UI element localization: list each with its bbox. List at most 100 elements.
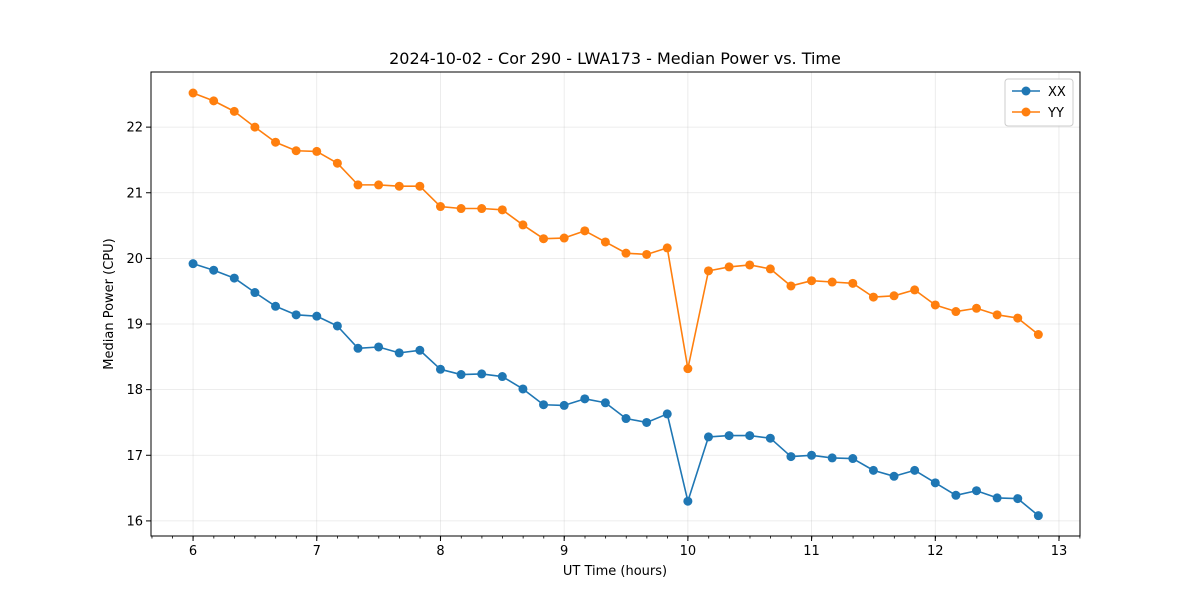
data-point-yy [332, 158, 342, 168]
data-point-xx [724, 431, 734, 441]
data-point-xx [992, 493, 1002, 503]
data-point-xx [374, 342, 384, 352]
data-point-yy [374, 180, 384, 190]
axis-ticks: 6 7 8 9 10 11 12 13 16 17 18 19 20 21 22 [126, 121, 1081, 559]
legend-label-xx: XX [1048, 85, 1066, 100]
data-point-yy [683, 364, 693, 374]
data-point-xx [332, 321, 342, 331]
data-point-xx [497, 372, 507, 382]
data-point-yy [992, 310, 1002, 320]
x-tick-label: 13 [1051, 544, 1068, 559]
data-point-xx [229, 273, 239, 283]
x-tick-label: 6 [189, 544, 197, 559]
data-point-yy [229, 106, 239, 116]
x-tick-label: 12 [927, 544, 944, 559]
data-point-yy [291, 146, 301, 156]
x-tick-label: 7 [313, 544, 321, 559]
data-point-xx [765, 433, 775, 443]
data-point-xx [745, 431, 755, 441]
data-point-yy [394, 181, 404, 191]
data-point-yy [353, 180, 363, 190]
data-point-xx [951, 490, 961, 500]
data-point-xx [477, 369, 487, 379]
data-point-xx [271, 301, 281, 311]
data-point-xx [209, 265, 219, 275]
x-tick-label: 10 [680, 544, 697, 559]
data-point-yy [951, 307, 961, 317]
data-point-yy [889, 291, 899, 301]
y-tick-label: 21 [126, 186, 143, 201]
data-point-yy [703, 266, 713, 276]
data-point-yy [724, 262, 734, 272]
data-point-yy [910, 285, 920, 295]
data-point-xx [786, 452, 796, 462]
series-layer [188, 88, 1043, 521]
data-point-yy [642, 249, 652, 259]
x-tick-label: 9 [560, 544, 568, 559]
data-point-xx [291, 310, 301, 320]
data-point-yy [539, 234, 549, 244]
data-point-yy [848, 278, 858, 288]
data-point-xx [621, 414, 631, 424]
data-point-xx [415, 345, 425, 355]
data-point-xx [642, 417, 652, 427]
y-tick-label: 16 [126, 514, 143, 529]
data-point-xx [930, 478, 940, 488]
x-axis-label: UT Time (hours) [563, 564, 667, 579]
data-point-xx [394, 348, 404, 358]
data-point-yy [600, 237, 610, 247]
y-tick-label: 18 [126, 383, 143, 398]
data-point-xx [456, 370, 466, 380]
data-point-xx [188, 259, 198, 269]
chart-title: 2024-10-02 - Cor 290 - LWA173 - Median P… [389, 49, 841, 68]
data-point-yy [559, 233, 569, 243]
data-point-yy [312, 146, 322, 156]
data-point-yy [807, 276, 817, 286]
data-point-yy [971, 303, 981, 313]
x-tick-label: 11 [803, 544, 820, 559]
data-point-yy [415, 181, 425, 191]
y-tick-label: 17 [126, 449, 143, 464]
data-point-yy [456, 204, 466, 214]
data-point-xx [435, 364, 445, 374]
data-point-xx [827, 453, 837, 463]
legend-marker-yy [1021, 107, 1031, 117]
data-point-xx [250, 288, 260, 298]
data-point-yy [1033, 330, 1043, 340]
data-point-yy [209, 96, 219, 106]
data-point-yy [930, 300, 940, 310]
legend: XX YY [1004, 78, 1074, 127]
data-point-xx [662, 409, 672, 419]
data-point-yy [827, 277, 837, 287]
data-point-xx [353, 343, 363, 353]
data-point-xx [807, 450, 817, 460]
data-point-xx [539, 400, 549, 410]
data-point-xx [889, 471, 899, 481]
data-point-yy [250, 122, 260, 132]
data-point-yy [497, 205, 507, 215]
data-point-xx [910, 465, 920, 475]
gridlines [151, 72, 1080, 536]
data-point-yy [580, 226, 590, 236]
plot-frame [150, 71, 1081, 537]
x-tick-label: 8 [436, 544, 444, 559]
data-point-yy [477, 204, 487, 214]
data-point-yy [662, 243, 672, 253]
data-point-xx [518, 384, 528, 394]
y-tick-label: 22 [126, 121, 143, 136]
data-point-xx [971, 486, 981, 496]
legend-entries: XX YY [1012, 85, 1066, 121]
data-point-xx [1033, 511, 1043, 521]
data-point-xx [848, 454, 858, 464]
y-axis-label: Median Power (CPU) [102, 238, 117, 369]
y-tick-label: 20 [126, 252, 143, 267]
data-point-xx [703, 432, 713, 442]
data-point-xx [580, 394, 590, 404]
data-point-yy [745, 260, 755, 270]
data-point-xx [600, 398, 610, 408]
data-point-xx [868, 465, 878, 475]
data-point-xx [683, 496, 693, 506]
data-point-xx [1013, 494, 1023, 504]
data-point-yy [188, 88, 198, 98]
data-point-yy [868, 292, 878, 302]
